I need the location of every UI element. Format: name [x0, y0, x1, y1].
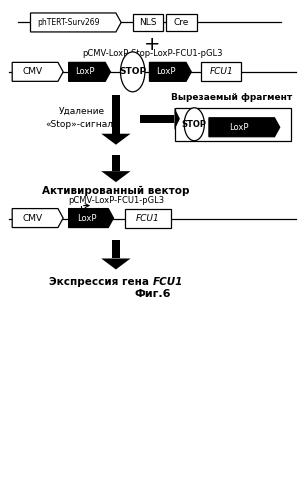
- Polygon shape: [69, 62, 110, 81]
- Text: LoxP: LoxP: [77, 214, 96, 223]
- Polygon shape: [174, 108, 180, 130]
- Polygon shape: [209, 118, 280, 137]
- Polygon shape: [30, 13, 121, 32]
- Text: Вырезаемый фрагмент: Вырезаемый фрагмент: [171, 93, 292, 102]
- Text: CMV: CMV: [23, 67, 43, 76]
- Polygon shape: [101, 134, 131, 145]
- Bar: [166, 14, 197, 31]
- Text: pCMV-LoxP-Stop-LoxP-FCU1-pGL3: pCMV-LoxP-Stop-LoxP-FCU1-pGL3: [82, 49, 223, 58]
- Text: FCU1: FCU1: [209, 67, 233, 76]
- Text: pCMV-LoxP-FCU1-pGL3: pCMV-LoxP-FCU1-pGL3: [68, 196, 164, 205]
- Bar: [125, 209, 171, 228]
- Bar: [133, 14, 163, 31]
- Polygon shape: [101, 171, 131, 182]
- Bar: [112, 155, 120, 171]
- Circle shape: [184, 108, 204, 141]
- Text: Активированный вектор: Активированный вектор: [42, 186, 190, 196]
- Bar: [140, 115, 174, 123]
- Polygon shape: [149, 62, 191, 81]
- Text: LoxP: LoxP: [229, 123, 248, 132]
- Text: STOP: STOP: [119, 67, 146, 76]
- Bar: [175, 108, 291, 141]
- Text: LoxP: LoxP: [75, 67, 95, 76]
- Text: CMV: CMV: [23, 214, 43, 223]
- Text: Фиг.6: Фиг.6: [134, 289, 171, 299]
- Bar: [201, 62, 241, 81]
- Polygon shape: [69, 209, 113, 228]
- Bar: [112, 240, 120, 258]
- Text: «Stop»-сигнала: «Stop»-сигнала: [46, 120, 119, 129]
- Text: +: +: [144, 35, 161, 54]
- Text: Удаление: Удаление: [59, 107, 106, 116]
- Text: LoxP: LoxP: [156, 67, 176, 76]
- Bar: [112, 95, 120, 134]
- Text: FCU1: FCU1: [152, 277, 183, 287]
- Text: STOP: STOP: [182, 120, 207, 129]
- Polygon shape: [12, 62, 63, 81]
- Polygon shape: [101, 258, 131, 269]
- Text: phTERT-Surv269: phTERT-Surv269: [38, 18, 100, 27]
- Text: Экспрессия гена: Экспрессия гена: [49, 277, 152, 287]
- Text: NLS: NLS: [139, 18, 157, 27]
- Circle shape: [120, 52, 145, 92]
- Text: FCU1: FCU1: [136, 214, 160, 223]
- Polygon shape: [12, 209, 63, 228]
- Text: Cre: Cre: [174, 18, 189, 27]
